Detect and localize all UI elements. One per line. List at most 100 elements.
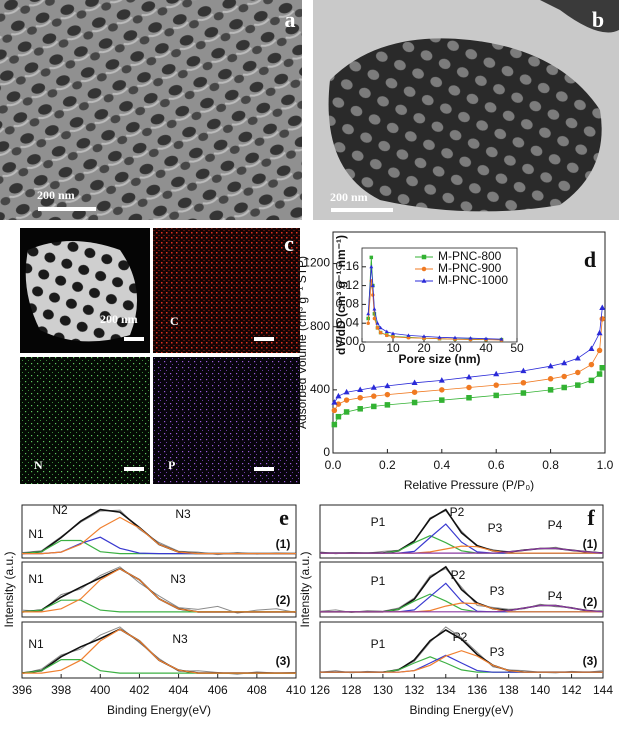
marker <box>411 399 418 406</box>
series-line <box>320 547 604 554</box>
legend-marker <box>421 254 427 260</box>
y-tick-label: 0.04 <box>336 315 360 329</box>
x-tick-label: 410 <box>286 683 306 697</box>
marker <box>438 377 445 383</box>
y-tick-label: 400 <box>310 382 330 396</box>
marker <box>547 362 554 369</box>
marker <box>520 367 527 374</box>
map-label: P <box>168 458 175 472</box>
marker <box>599 316 606 322</box>
marker <box>331 399 338 405</box>
map-n <box>20 357 150 484</box>
y-tick-label: 0 <box>323 445 330 459</box>
x-tick-label: 402 <box>129 683 149 697</box>
marker <box>357 406 363 412</box>
x-axis-label: Relative Pressure (P/P₀) <box>404 478 534 492</box>
marker <box>331 407 338 414</box>
marker <box>343 397 350 403</box>
x-tick-label: 398 <box>51 683 71 697</box>
marker <box>391 331 395 335</box>
x-tick-label: 140 <box>530 683 550 697</box>
marker <box>575 369 581 376</box>
series-line <box>22 628 296 674</box>
y-tick-label: 0.16 <box>336 259 360 273</box>
peak-label: P4 <box>548 589 563 603</box>
peak-label: P3 <box>490 645 505 659</box>
marker <box>378 325 383 330</box>
peak-label: N3 <box>170 572 186 586</box>
marker <box>411 389 418 395</box>
marker <box>369 255 374 260</box>
x-tick-label: 10 <box>386 341 400 355</box>
panel-label: a <box>285 7 296 32</box>
tem-edge <box>540 0 619 33</box>
scale-bar <box>331 208 393 212</box>
x-tick-label: 0 <box>359 341 366 355</box>
plot-frame <box>21 561 297 618</box>
marker <box>366 311 371 316</box>
peak-label: P2 <box>450 505 465 519</box>
marker <box>439 387 445 393</box>
legend-marker <box>421 266 427 272</box>
marker <box>411 379 418 385</box>
marker <box>596 347 603 354</box>
panel-label: c <box>284 231 294 256</box>
x-tick-label: 0.8 <box>542 458 559 472</box>
x-tick-label: 1.0 <box>597 458 614 472</box>
series-line <box>319 568 604 614</box>
marker <box>547 376 554 382</box>
x-tick-label: 0.2 <box>379 458 396 472</box>
marker <box>561 373 567 380</box>
marker <box>369 264 374 269</box>
peak-label: N1 <box>28 572 44 586</box>
y-axis-label: Intensity (a.u.) <box>298 551 312 627</box>
marker <box>422 334 426 338</box>
sem-shade <box>0 0 302 220</box>
x-tick-label: 400 <box>90 683 110 697</box>
map-label: N <box>34 458 43 472</box>
marker <box>378 330 383 335</box>
marker <box>520 390 527 396</box>
y-axis-label: dV/dD (cm³ g⁻¹ nm⁻¹) <box>334 235 348 355</box>
marker <box>343 409 350 415</box>
marker <box>561 359 568 366</box>
marker <box>371 403 377 410</box>
marker <box>335 392 342 399</box>
marker <box>453 335 457 340</box>
marker <box>384 391 391 398</box>
x-tick-label: 126 <box>310 683 330 697</box>
marker <box>370 384 377 390</box>
peak-label: P1 <box>371 637 386 651</box>
marker <box>599 365 606 371</box>
marker <box>371 293 375 297</box>
subpanel-tag: (1) <box>276 537 291 551</box>
marker <box>371 393 377 399</box>
x-tick-label: 406 <box>208 683 228 697</box>
series-line <box>21 566 297 614</box>
marker <box>499 337 504 341</box>
x-tick-label: 142 <box>562 683 582 697</box>
peak-label: P3 <box>488 521 503 535</box>
peak-label: N3 <box>175 507 191 521</box>
marker <box>357 386 364 393</box>
panel-label: d <box>584 247 596 272</box>
y-tick-label: 0.12 <box>336 278 360 292</box>
subpanel-tag: (2) <box>276 593 291 607</box>
subpanel-tag: (3) <box>583 654 598 668</box>
marker <box>372 316 377 321</box>
x-tick-label: 134 <box>436 683 456 697</box>
marker <box>493 382 499 388</box>
marker <box>406 333 411 337</box>
marker <box>484 336 488 341</box>
marker <box>384 382 391 389</box>
x-tick-label: 136 <box>467 683 487 697</box>
marker <box>375 321 380 325</box>
marker <box>406 336 411 340</box>
marker <box>468 336 473 340</box>
panel-label: f <box>587 505 595 530</box>
peak-label: N2 <box>52 503 68 517</box>
map-p <box>153 357 300 484</box>
marker <box>335 413 342 420</box>
scale-bar <box>254 467 274 471</box>
